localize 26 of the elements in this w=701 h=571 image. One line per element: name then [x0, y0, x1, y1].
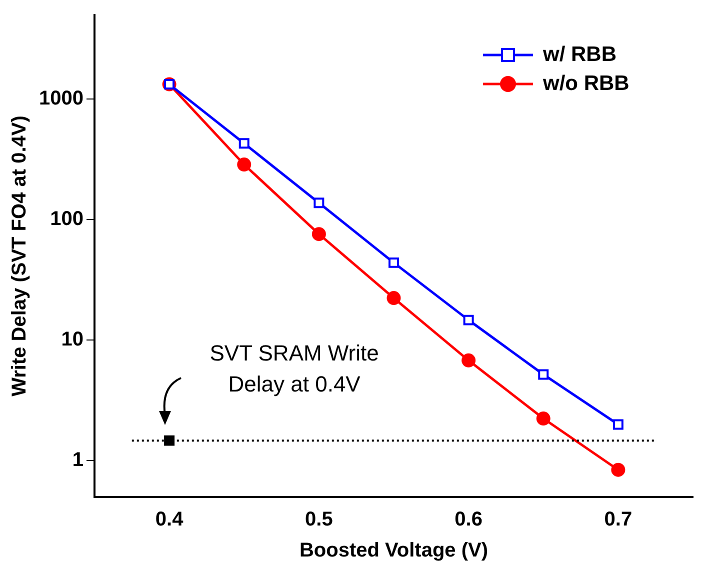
x-axis-title: Boosted Voltage (V) — [299, 540, 488, 562]
point — [463, 314, 474, 326]
point — [611, 462, 626, 477]
point — [462, 353, 476, 368]
y-tick-label: 10 — [61, 328, 84, 351]
point — [536, 412, 550, 426]
legend-label: w/o RBB — [542, 72, 630, 95]
point — [314, 198, 324, 208]
point — [612, 419, 624, 430]
point — [386, 291, 401, 306]
x-tick-label: 0.6 — [454, 508, 482, 531]
point — [538, 369, 549, 380]
y-tick-label: 1 — [72, 449, 84, 472]
point — [164, 435, 175, 446]
y-tick-label: 1000 — [38, 88, 84, 110]
x-tick-label: 0.4 — [155, 508, 184, 531]
x-tick-label: 0.5 — [305, 508, 333, 531]
annotation: SVT SRAM Write Delay at 0.4V — [210, 340, 379, 397]
legend-label: w/ RBB — [542, 42, 616, 66]
point — [237, 158, 252, 172]
y-axis-title: Write Delay (SVT FO4 at 0.4V) — [8, 116, 31, 396]
x-tick-label: 0.7 — [604, 508, 632, 531]
y-tick-label: 100 — [50, 208, 84, 230]
point — [238, 138, 250, 149]
point — [388, 257, 399, 268]
point — [312, 227, 326, 242]
